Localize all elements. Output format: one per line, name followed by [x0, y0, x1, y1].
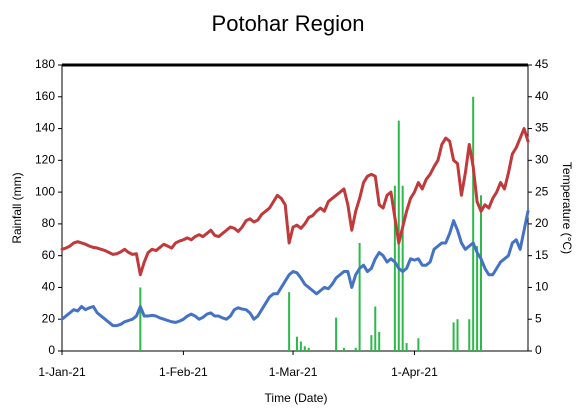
rain-bar	[139, 287, 142, 351]
y-tick-label: 160	[35, 89, 55, 103]
rain-bar	[476, 246, 479, 351]
rain-bar	[307, 347, 310, 351]
x-tick-label: 1-Jan-21	[38, 365, 86, 379]
temperature-line	[60, 127, 530, 277]
rain-bar	[472, 96, 475, 352]
y-tick-label: 20	[42, 311, 56, 325]
rain-bar	[299, 341, 302, 351]
rain-bar	[374, 306, 377, 351]
temperature-line	[60, 209, 530, 328]
y2-tick-label: 40	[535, 89, 549, 103]
x-axis-label: Time (Date)	[265, 391, 328, 405]
x-tick-label: 1-Apr-21	[391, 365, 438, 379]
rain-bar	[456, 319, 459, 351]
plot-frame	[61, 64, 529, 352]
x-tick-label: 1-Mar-21	[269, 365, 318, 379]
rain-bar	[354, 347, 357, 351]
y2-axis-label: Temperature (°C)	[560, 162, 574, 254]
y-tick-label: 60	[42, 248, 56, 262]
rain-bar	[303, 346, 306, 351]
rain-bar	[468, 319, 471, 351]
rain-bar	[480, 195, 483, 351]
y2-tick-label: 20	[535, 216, 549, 230]
y2-tick-label: 25	[535, 184, 549, 198]
rain-bar	[335, 317, 338, 351]
y-tick-label: 180	[35, 57, 55, 71]
y2-tick-label: 10	[535, 280, 549, 294]
y-tick-label: 40	[42, 280, 56, 294]
y2-tick-label: 35	[535, 121, 549, 135]
y-tick-label: 0	[48, 343, 55, 357]
y2-tick-label: 0	[535, 343, 542, 357]
y-tick-label: 140	[35, 121, 55, 135]
rain-bar	[342, 347, 345, 351]
y2-tick-label: 45	[535, 57, 549, 71]
y-tick-label: 100	[35, 184, 55, 198]
y2-tick-label: 30	[535, 153, 549, 167]
rain-bar	[358, 242, 361, 351]
rain-bar	[452, 322, 455, 351]
x-tick-label: 1-Feb-21	[159, 365, 208, 379]
y2-tick-label: 15	[535, 248, 549, 262]
y-tick-label: 120	[35, 153, 55, 167]
rain-bar	[401, 185, 404, 351]
rain-bar	[288, 292, 291, 351]
y-tick-label: 80	[42, 216, 56, 230]
y-axis-label: Rainfall (mm)	[10, 172, 24, 243]
y2-tick-label: 5	[535, 311, 542, 325]
rain-bar	[417, 338, 420, 351]
rain-bar	[378, 331, 381, 351]
rain-bar	[370, 335, 373, 351]
chart-title: Potohar Region	[212, 11, 365, 36]
rain-bar	[393, 185, 396, 351]
rain-bar	[405, 343, 408, 351]
rain-bar	[295, 336, 298, 351]
